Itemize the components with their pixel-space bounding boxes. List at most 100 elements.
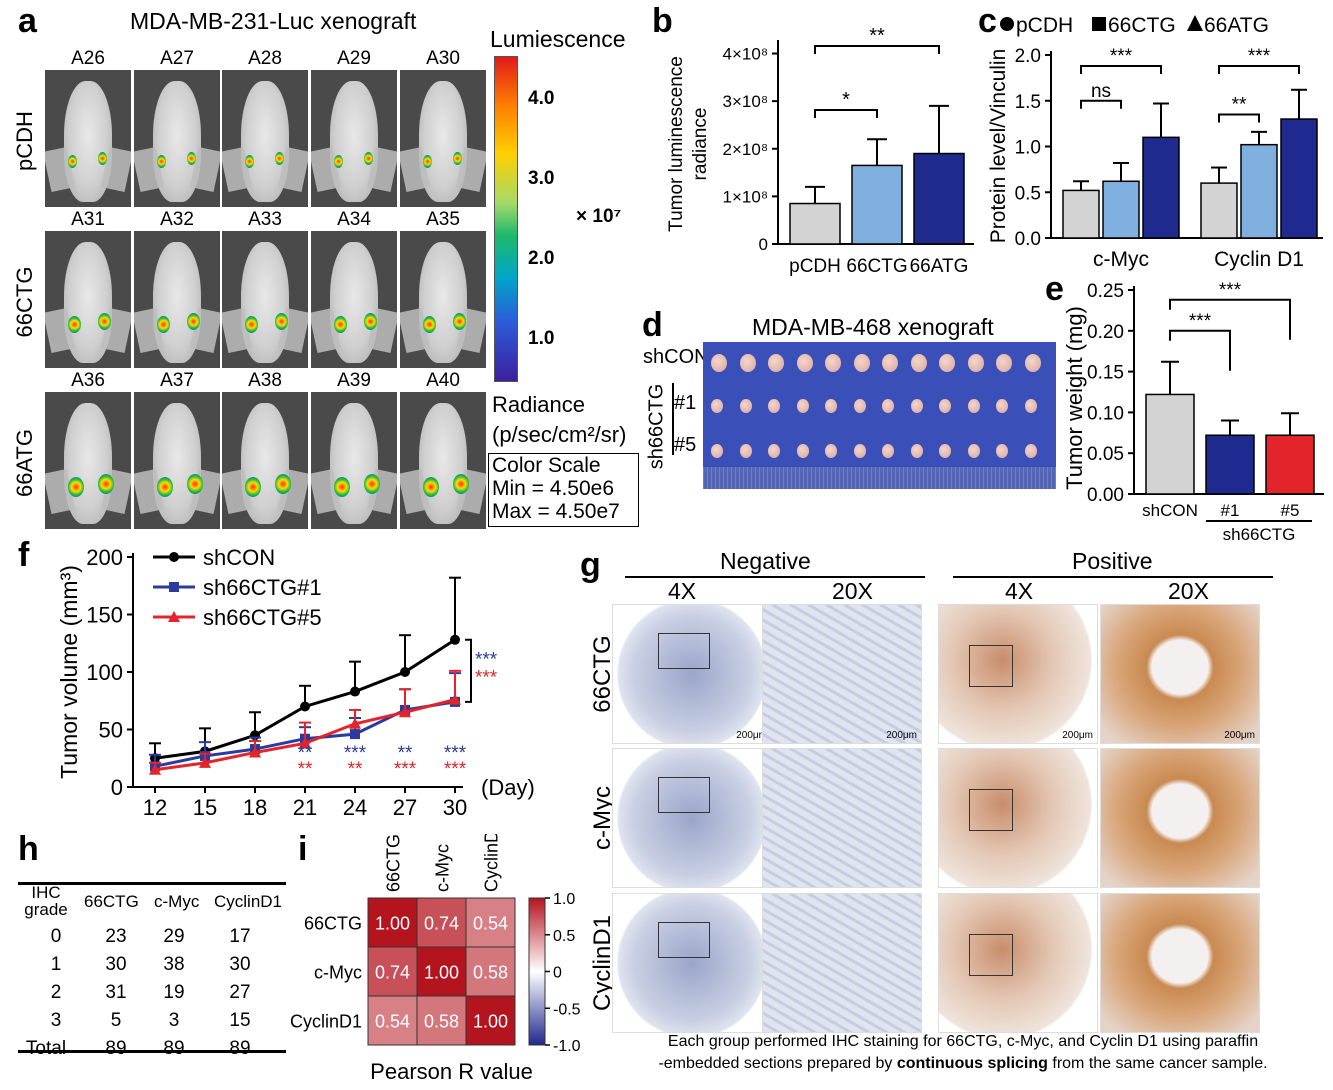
luminescence-spot xyxy=(364,313,378,331)
heatmap-value: 0.74 xyxy=(375,963,410,983)
mouse-id-label: A29 xyxy=(337,48,371,69)
mouse-id-label: A30 xyxy=(426,48,460,69)
mouse-id-label: A28 xyxy=(248,48,282,69)
h-cell: 31 xyxy=(105,982,127,1003)
luminescence-spot xyxy=(157,476,174,497)
tumor xyxy=(939,354,955,372)
y-tick-label: 1.0 xyxy=(1015,138,1041,159)
mouse-id-label: A32 xyxy=(160,209,194,230)
zoom-box xyxy=(969,934,1013,976)
heatmap-colorbar xyxy=(528,897,546,1046)
y-tick-label: 200 xyxy=(86,545,123,570)
tumor xyxy=(996,444,1008,458)
y-axis-label: Tumor weight (mg) xyxy=(1066,306,1087,490)
heatmap-value: 0.54 xyxy=(473,914,508,934)
legend-marker xyxy=(168,611,180,622)
mouse-image xyxy=(45,70,131,207)
g-caption-line1: Each group performed IHC staining for 66… xyxy=(667,1033,1259,1050)
colorbar-tick: 1.0 xyxy=(528,328,555,349)
heatmap-value: 1.00 xyxy=(375,914,410,934)
h-cell: 89 xyxy=(229,1038,251,1059)
sig-bracket xyxy=(1169,329,1231,371)
bar xyxy=(1142,136,1180,239)
mouse-id-label: A37 xyxy=(160,370,194,391)
luminescence-spot xyxy=(68,315,82,333)
sig-label: ** xyxy=(1232,94,1247,115)
luminescence-spot xyxy=(187,313,201,331)
panel-c-label: c xyxy=(978,2,997,40)
h-cell: 27 xyxy=(229,982,251,1003)
luminescence-spot xyxy=(245,154,255,168)
heatmap-cell xyxy=(367,897,418,948)
tumor xyxy=(825,399,837,413)
tumor xyxy=(967,444,980,458)
panel-i-label: i xyxy=(298,830,308,868)
luminescence-spot xyxy=(364,474,381,495)
y-tick-label: 0 xyxy=(759,235,768,254)
heatmap-cell xyxy=(465,897,516,948)
bar xyxy=(1280,118,1318,239)
luminescence-spot xyxy=(245,315,259,333)
bar xyxy=(913,152,965,245)
panel-a-label: a xyxy=(18,2,37,40)
x-tick-label: 66ATG xyxy=(910,256,969,277)
x-tick-label: pCDH xyxy=(789,256,841,277)
tumor xyxy=(910,399,923,413)
ihc-image xyxy=(762,748,922,888)
g-caption-part: -embedded sections prepared by xyxy=(658,1055,897,1072)
d-group-line xyxy=(672,383,674,455)
sig-bracket xyxy=(814,45,940,54)
tumor xyxy=(1024,354,1041,372)
zoom-box xyxy=(658,633,710,669)
negative-line xyxy=(625,576,925,578)
d-row-label: #5 xyxy=(674,434,697,456)
colorbar-tick-label: 1.0 xyxy=(553,891,575,908)
y-tick-label: 0.15 xyxy=(1087,363,1124,384)
sig-label: *** xyxy=(1189,311,1212,332)
mouse-image xyxy=(134,392,220,529)
luminescence-spot xyxy=(245,476,262,497)
h-cell: 2 xyxy=(50,982,62,1003)
sig-bracket xyxy=(1080,99,1122,109)
luminescence-spot xyxy=(157,154,167,168)
point xyxy=(399,706,411,718)
luminescence-spot xyxy=(453,474,470,495)
negative-label: Negative xyxy=(720,548,811,574)
legend-label: 66CTG xyxy=(1108,14,1176,37)
x-tick-label: Cyclin D1 xyxy=(1214,248,1304,271)
mouse-image xyxy=(311,392,397,529)
tumor-photo xyxy=(703,342,1056,489)
y-tick-label: 0.5 xyxy=(1015,183,1041,204)
sig-star-red: *** xyxy=(394,759,417,780)
sig-star-blue: *** xyxy=(344,743,367,764)
heatmap-col-label: CyclinD1 xyxy=(482,834,502,892)
panel-a-title: MDA-MB-231-Luc xenograft xyxy=(130,8,417,34)
h-cell: 30 xyxy=(229,954,251,975)
heatmap-value: 1.00 xyxy=(473,1012,508,1032)
sig-label: ns xyxy=(1091,81,1111,102)
g-caption: Each group performed IHC staining for 66… xyxy=(600,1031,1326,1075)
legend-marker xyxy=(169,552,179,562)
zoom-box xyxy=(658,777,710,813)
bar xyxy=(789,202,841,245)
bar xyxy=(851,164,903,245)
positive-line xyxy=(953,576,1273,578)
heatmap-value: 0.74 xyxy=(424,914,459,934)
point xyxy=(350,729,360,740)
y-axis-label: radiance xyxy=(690,108,711,181)
y-tick-label: 0.20 xyxy=(1087,322,1124,343)
h-bottom-rule xyxy=(18,1050,286,1053)
colorbar-tick: 4.0 xyxy=(528,88,555,109)
chart-i: 66CTG66CTGc-Mycc-MycCyclinD1CyclinD11.00… xyxy=(290,834,581,1084)
heatmap-cell xyxy=(416,995,467,1046)
point xyxy=(299,737,311,749)
mouse-image xyxy=(400,231,486,368)
luminescence-spot xyxy=(334,476,351,497)
mouse-id-label: A38 xyxy=(248,370,282,391)
row-label-1: 66CTG xyxy=(12,266,37,338)
y-axis-label: Tumor luminescence xyxy=(666,56,687,232)
h-cell: 38 xyxy=(163,954,185,975)
y-tick-label: 3×10⁸ xyxy=(723,92,768,111)
tumor xyxy=(967,354,984,372)
